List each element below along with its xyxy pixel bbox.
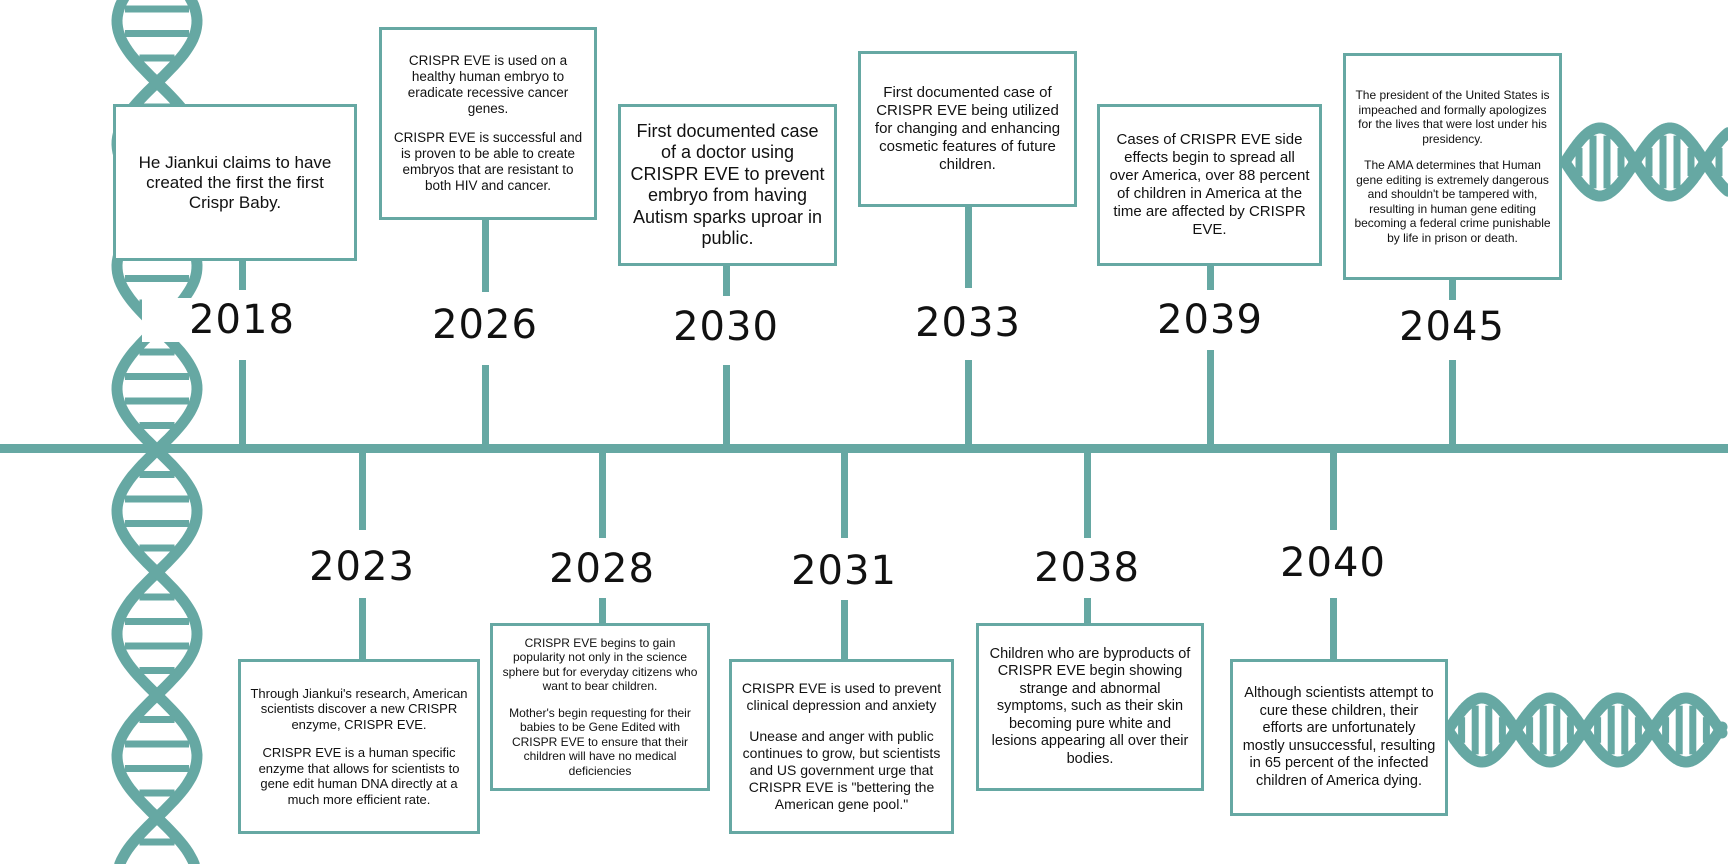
event-box-2018: He Jiankui claims to have created the fi… xyxy=(113,104,357,261)
dna-right-upper-strand-2 xyxy=(1559,122,1728,202)
stem-2038-upper xyxy=(1084,450,1091,538)
year-label-2031: 2031 xyxy=(744,549,944,593)
stem-2040-lower xyxy=(1330,598,1337,660)
event-box-2031: CRISPR EVE is used to prevent clinical d… xyxy=(729,659,954,834)
event-text-2023-1: Through Jiankui's research, American sci… xyxy=(250,685,468,732)
stem-2033-upper xyxy=(965,205,972,288)
stem-2018-lower xyxy=(239,360,246,448)
stem-2026-upper xyxy=(482,218,489,292)
stem-2018-upper xyxy=(239,258,246,290)
event-text-2031-2: Unease and anger with public continues t… xyxy=(742,728,941,812)
stem-2023-upper xyxy=(359,450,366,530)
year-label-2045: 2045 xyxy=(1352,305,1552,349)
year-label-2018: 2018 xyxy=(142,298,342,342)
event-text-2026-1: CRISPR EVE is used on a healthy human em… xyxy=(407,52,569,116)
stem-2038-lower xyxy=(1084,598,1091,624)
stem-2030-upper xyxy=(723,264,730,296)
year-label-2026: 2026 xyxy=(385,303,585,347)
event-text-2040: Although scientists attempt to cure thes… xyxy=(1242,685,1436,789)
stem-2033-lower xyxy=(965,360,972,448)
stem-2039-upper xyxy=(1207,263,1214,290)
event-text-2045-2: The AMA determines that Human gene editi… xyxy=(1354,158,1551,245)
stem-2031-upper xyxy=(841,450,848,538)
stem-2028-lower xyxy=(599,598,606,624)
event-box-2026: CRISPR EVE is used on a healthy human em… xyxy=(379,27,597,220)
event-box-2028: CRISPR EVE begins to gain popularity not… xyxy=(490,623,710,791)
stem-2031-lower xyxy=(841,600,848,660)
dna-right-upper-strand-1 xyxy=(1559,122,1728,202)
year-label-2040: 2040 xyxy=(1233,541,1433,585)
stem-2030-lower xyxy=(723,365,730,448)
event-text-2028-2: Mother's begin requesting for their babi… xyxy=(509,705,691,778)
stem-2026-lower xyxy=(482,365,489,448)
event-text-2031-1: CRISPR EVE is used to prevent clinical d… xyxy=(741,680,942,713)
year-label-2023: 2023 xyxy=(262,545,462,589)
event-text-2023-2: CRISPR EVE is a human specific enzyme th… xyxy=(258,745,460,807)
event-text-2028-1: CRISPR EVE begins to gain popularity not… xyxy=(502,635,698,694)
stem-2028-upper xyxy=(599,450,606,538)
event-box-2033: First documented case of CRISPR EVE bein… xyxy=(858,51,1077,207)
year-label-2028: 2028 xyxy=(502,547,702,591)
event-text-2018: He Jiankui claims to have created the fi… xyxy=(138,152,332,212)
event-text-2045-1: The president of the United States is im… xyxy=(1355,88,1550,146)
event-text-2033: First documented case of CRISPR EVE bein… xyxy=(874,84,1061,173)
stem-2045-upper xyxy=(1449,277,1456,300)
event-text-2038: Children who are byproducts of CRISPR EV… xyxy=(989,645,1191,767)
year-label-2033: 2033 xyxy=(868,301,1068,345)
event-box-2039: Cases of CRISPR EVE side effects begin t… xyxy=(1097,104,1322,266)
dna-right-lower-strand-2 xyxy=(1442,692,1728,768)
event-box-2023: Through Jiankui's research, American sci… xyxy=(238,659,480,834)
timeline-axis xyxy=(0,444,1728,453)
year-label-2038: 2038 xyxy=(987,546,1187,590)
stem-2040-upper xyxy=(1330,450,1337,530)
event-text-2030: First documented case of a doctor using … xyxy=(630,120,825,249)
stem-2023-lower xyxy=(359,598,366,661)
stem-2045-lower xyxy=(1449,360,1456,448)
event-text-2039: Cases of CRISPR EVE side effects begin t… xyxy=(1109,131,1310,238)
event-text-2026-2: CRISPR EVE is successful and is proven t… xyxy=(393,130,583,194)
stem-2039-lower xyxy=(1207,350,1214,448)
year-label-2039: 2039 xyxy=(1110,298,1310,342)
event-box-2030: First documented case of a doctor using … xyxy=(618,104,837,266)
event-box-2038: Children who are byproducts of CRISPR EV… xyxy=(976,623,1204,791)
event-box-2040: Although scientists attempt to cure thes… xyxy=(1230,659,1448,816)
event-box-2045: The president of the United States is im… xyxy=(1343,53,1562,280)
year-label-2030: 2030 xyxy=(626,305,826,349)
